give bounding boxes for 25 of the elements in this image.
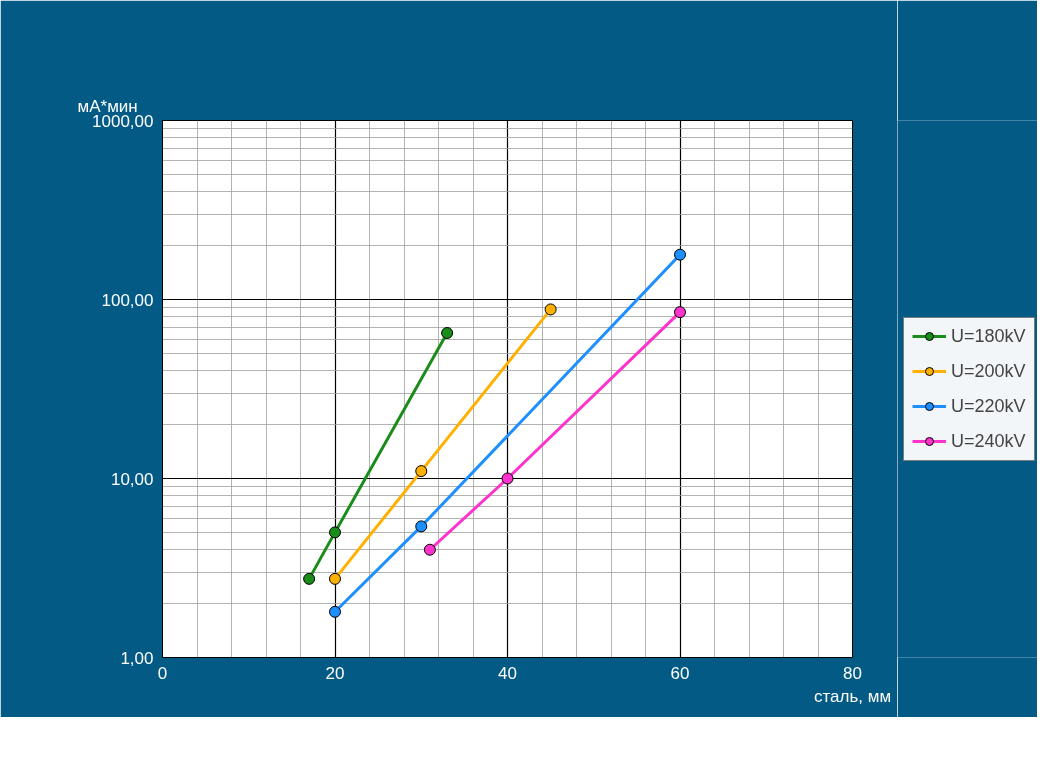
point (329, 526, 341, 539)
point (441, 327, 454, 339)
point (329, 572, 341, 585)
point (674, 248, 686, 261)
x-tick-label: 80 (843, 663, 862, 683)
x-axis-title: сталь, мм (813, 686, 892, 706)
x-tick-label: 20 (325, 663, 345, 683)
legend-label: U=180kV (951, 325, 1026, 347)
point (501, 472, 514, 485)
point (415, 520, 428, 533)
x-tick-label: 60 (670, 663, 690, 683)
point (674, 306, 686, 319)
y-tick-label: 100,00 (101, 290, 154, 310)
legend-label: U=220kV (951, 395, 1026, 417)
y-tick-label: 1,00 (120, 648, 154, 668)
x-tick-label: 0 (157, 663, 168, 683)
x-tick-label: 40 (498, 663, 517, 683)
y-tick-label: 10,00 (110, 469, 154, 489)
point (329, 605, 341, 618)
point (544, 303, 557, 316)
point (423, 543, 436, 556)
point (303, 572, 316, 585)
legend-label: U=200kV (951, 360, 1026, 382)
legend-label: U=240kV (951, 430, 1026, 452)
point (415, 465, 428, 478)
